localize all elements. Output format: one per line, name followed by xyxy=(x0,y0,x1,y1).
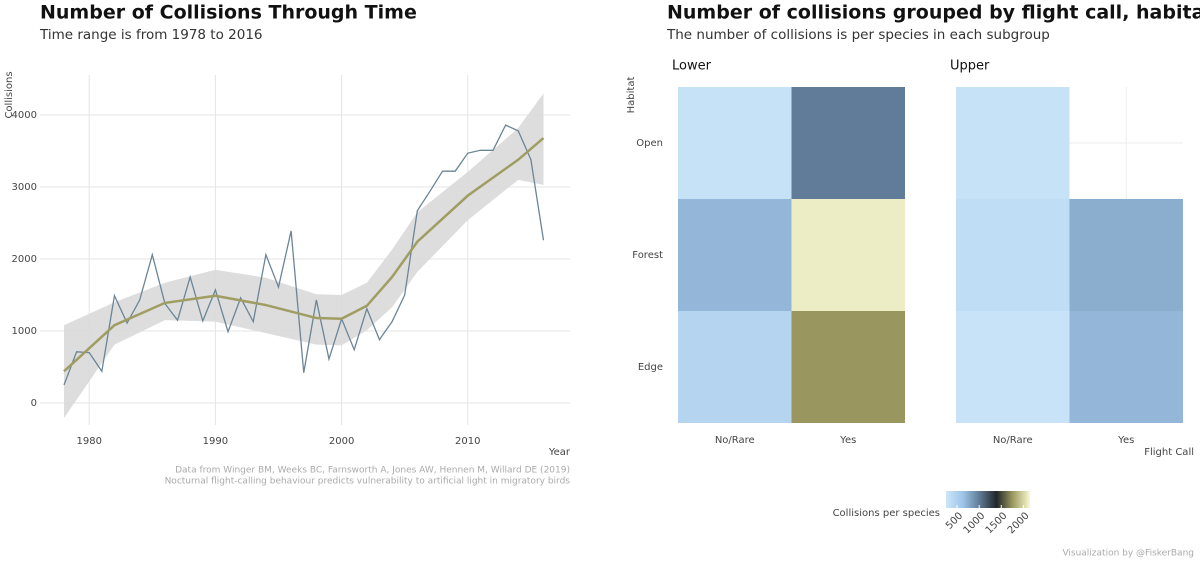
heatmap-cell xyxy=(791,87,905,199)
caption: Nocturnal flight-calling behaviour predi… xyxy=(165,477,571,487)
x-tick-label: 2010 xyxy=(455,436,480,447)
x-tick-label: Yes xyxy=(1117,435,1134,446)
y-tick-label: Forest xyxy=(632,250,663,261)
x-tick-label: No/Rare xyxy=(715,435,755,446)
colorbar-tick-label: 2000 xyxy=(1006,510,1032,536)
x-tick-label: 1980 xyxy=(76,436,101,447)
colorbar xyxy=(946,491,1030,508)
x-tick-label: 2000 xyxy=(329,436,354,447)
x-axis-label: Year xyxy=(548,447,571,458)
heatmap-cell xyxy=(791,199,905,311)
heatmap-cell xyxy=(678,199,792,311)
heatmap-cell xyxy=(678,311,792,423)
facet-label: Upper xyxy=(950,59,990,74)
heatmap-cell xyxy=(956,311,1070,423)
chart-title: Number of Collisions Through Time xyxy=(40,2,417,24)
x-axis-label: Flight Call xyxy=(1144,447,1194,458)
chart-title: Number of collisions grouped by flight c… xyxy=(667,2,1200,24)
legend-title: Collisions per species xyxy=(833,508,940,519)
caption: Data from Winger BM, Weeks BC, Farnswort… xyxy=(175,466,570,476)
facet-label: Lower xyxy=(672,59,712,74)
y-tick-label: 0 xyxy=(31,398,37,409)
caption: Visualization by @FiskerBang xyxy=(1062,549,1194,559)
heatmap-cell xyxy=(1069,311,1183,423)
y-tick-label: 2000 xyxy=(12,254,37,265)
y-tick-label: Open xyxy=(636,138,663,149)
colorbar-tick-label: 1000 xyxy=(962,510,988,536)
chart-subtitle: Time range is from 1978 to 2016 xyxy=(39,27,263,43)
x-tick-label: 1990 xyxy=(203,436,228,447)
chart-subtitle: The number of collisions is per species … xyxy=(666,27,1050,43)
y-tick-label: Edge xyxy=(638,362,663,373)
x-tick-label: Yes xyxy=(839,435,856,446)
y-tick-label: 3000 xyxy=(12,182,37,193)
smooth-line xyxy=(63,137,545,373)
colorbar-tick-label: 1500 xyxy=(984,510,1010,536)
y-tick-label: 4000 xyxy=(12,110,37,121)
y-tick-label: 1000 xyxy=(12,326,37,337)
y-axis-label: Habitat xyxy=(626,77,637,114)
heatmap-cell xyxy=(956,199,1070,311)
heatmap-cell xyxy=(956,87,1070,199)
heatmap-cell xyxy=(678,87,792,199)
heatmap-cell xyxy=(791,311,905,423)
y-axis-label: Collisions xyxy=(4,71,15,118)
x-tick-label: No/Rare xyxy=(993,435,1033,446)
heatmap-cell xyxy=(1069,199,1183,311)
data-line xyxy=(63,124,545,386)
